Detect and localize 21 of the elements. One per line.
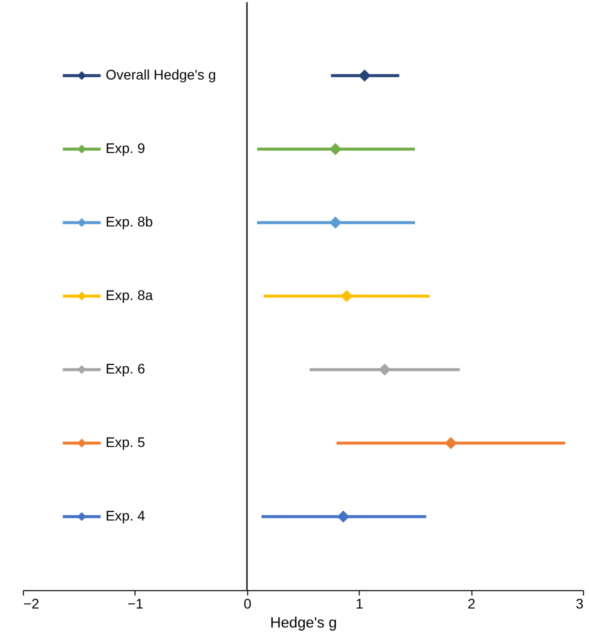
x-tick-label: 3 xyxy=(576,596,584,612)
legend-label: Exp. 5 xyxy=(106,434,146,450)
point xyxy=(329,216,342,229)
point xyxy=(378,363,391,376)
x-axis-title: Hedge's g xyxy=(270,614,337,632)
point xyxy=(337,510,350,523)
legend-label: Overall Hedge's g xyxy=(106,66,216,83)
x-tick-label: −2 xyxy=(23,596,40,612)
x-tick-label: −1 xyxy=(127,596,144,612)
x-tick-label: 2 xyxy=(468,596,476,612)
legend-label: Exp. 6 xyxy=(106,360,146,377)
point xyxy=(340,290,353,302)
x-tick-label: 0 xyxy=(244,596,252,612)
legend-label: Exp. 8b xyxy=(106,214,154,230)
legend-label: Exp. 8a xyxy=(106,287,154,304)
x-tick-label: 1 xyxy=(356,596,364,612)
point xyxy=(358,69,371,82)
legend-label: Exp. 9 xyxy=(106,140,146,156)
point xyxy=(329,142,342,156)
legend-label: Exp. 4 xyxy=(106,508,146,524)
point xyxy=(444,436,457,450)
